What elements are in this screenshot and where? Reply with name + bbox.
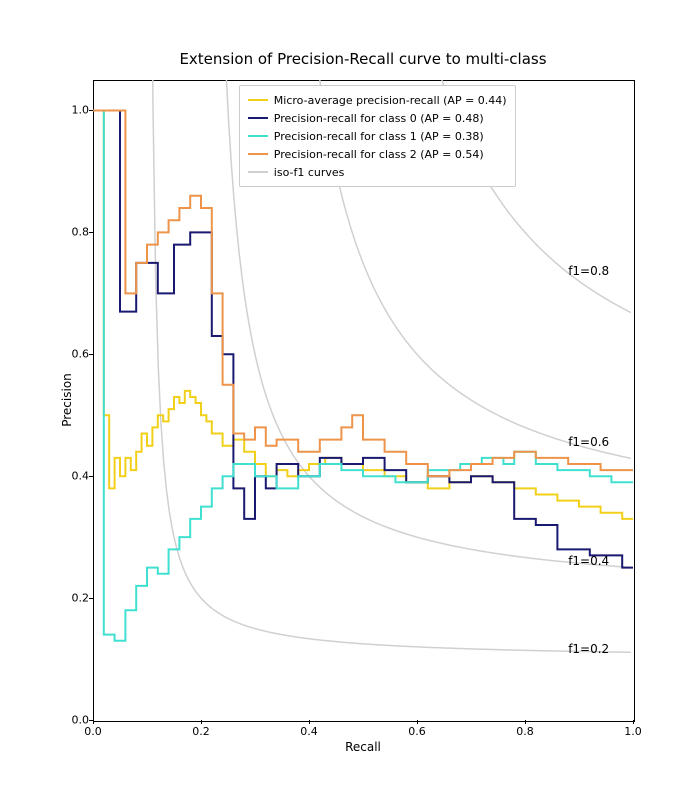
legend: Micro-average precision-recall (AP = 0.4…: [239, 85, 516, 187]
legend-swatch: [248, 153, 268, 155]
legend-item: Precision-recall for class 2 (AP = 0.54): [248, 145, 507, 163]
x-tick-label: 0.4: [300, 725, 318, 738]
x-tick-label: 0.0: [84, 725, 102, 738]
y-tick-label: 0.6: [65, 348, 89, 361]
x-tick-label: 1.0: [624, 725, 642, 738]
legend-item: Precision-recall for class 1 (AP = 0.38): [248, 127, 507, 145]
legend-label: Precision-recall for class 1 (AP = 0.38): [274, 130, 484, 143]
x-tick-label: 0.2: [192, 725, 210, 738]
f1-label: f1=0.2: [568, 642, 609, 656]
y-tick-label: 0.0: [65, 714, 89, 727]
f1-label: f1=0.4: [568, 554, 609, 568]
y-tick-label: 0.8: [65, 226, 89, 239]
legend-label: Micro-average precision-recall (AP = 0.4…: [274, 94, 507, 107]
legend-label: Precision-recall for class 0 (AP = 0.48): [274, 112, 484, 125]
f1-label: f1=0.6: [568, 435, 609, 449]
legend-label: iso-f1 curves: [274, 166, 345, 179]
y-tick-label: 0.2: [65, 592, 89, 605]
f1-label: f1=0.8: [568, 264, 609, 278]
legend-item: iso-f1 curves: [248, 163, 507, 181]
plot-area: Micro-average precision-recall (AP = 0.4…: [93, 80, 633, 720]
legend-swatch: [248, 117, 268, 119]
legend-item: Micro-average precision-recall (AP = 0.4…: [248, 91, 507, 109]
legend-item: Precision-recall for class 0 (AP = 0.48): [248, 109, 507, 127]
x-tick-label: 0.8: [516, 725, 534, 738]
chart-title: Extension of Precision-Recall curve to m…: [93, 50, 633, 68]
legend-swatch: [248, 99, 268, 101]
legend-label: Precision-recall for class 2 (AP = 0.54): [274, 148, 484, 161]
y-axis-label: Precision: [60, 373, 74, 427]
legend-swatch: [248, 171, 268, 173]
y-tick-label: 1.0: [65, 104, 89, 117]
iso-f1-curve: [285, 0, 631, 458]
legend-swatch: [248, 135, 268, 137]
x-tick-label: 0.6: [408, 725, 426, 738]
x-axis-label: Recall: [93, 740, 633, 754]
y-tick-label: 0.4: [65, 470, 89, 483]
